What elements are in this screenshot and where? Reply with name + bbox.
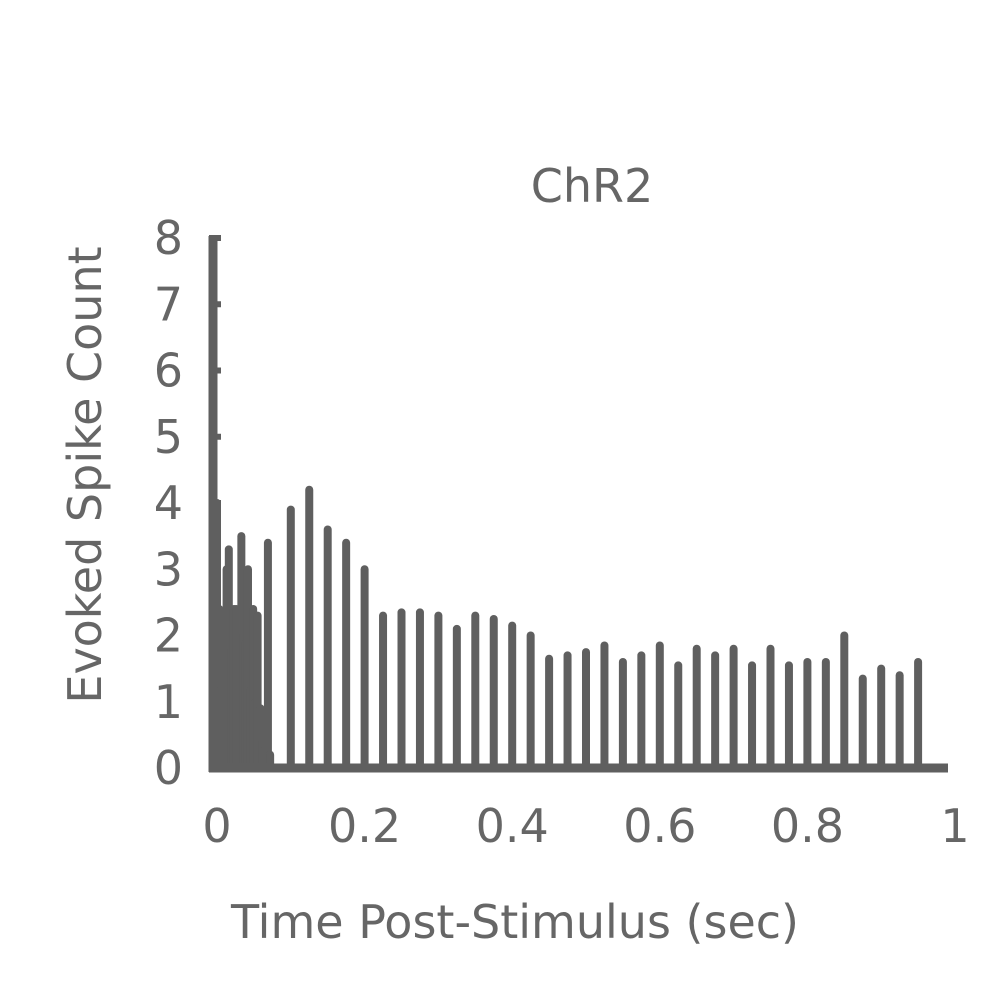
- x-tick-label: 0.4: [476, 799, 549, 853]
- y-tick-label: 0: [154, 741, 183, 795]
- y-tick-label: 8: [154, 211, 183, 265]
- x-tick-label: 0.2: [328, 799, 401, 853]
- x-tick-label: 0: [202, 799, 231, 853]
- x-tick-label: 1: [940, 799, 969, 853]
- y-tick-label: 1: [154, 675, 183, 729]
- y-tick-label: 7: [154, 277, 183, 331]
- y-tick-label: 5: [154, 410, 183, 464]
- x-axis-label: Time Post-Stimulus (sec): [230, 895, 799, 949]
- spike-bars: [213, 485, 923, 772]
- x-axis-ticks: 0 0.2 0.4 0.6 0.8 1: [202, 799, 969, 853]
- x-tick-label: 0.8: [771, 799, 844, 853]
- x-tick-label: 0.6: [623, 799, 696, 853]
- y-axis-label: Evoked Spike Count: [58, 246, 112, 703]
- chart-title: ChR2: [531, 159, 654, 213]
- y-tick-label: 4: [154, 476, 183, 530]
- y-tick-label: 3: [154, 542, 183, 596]
- y-tick-label: 6: [154, 344, 183, 398]
- y-tick-label: 2: [154, 609, 183, 663]
